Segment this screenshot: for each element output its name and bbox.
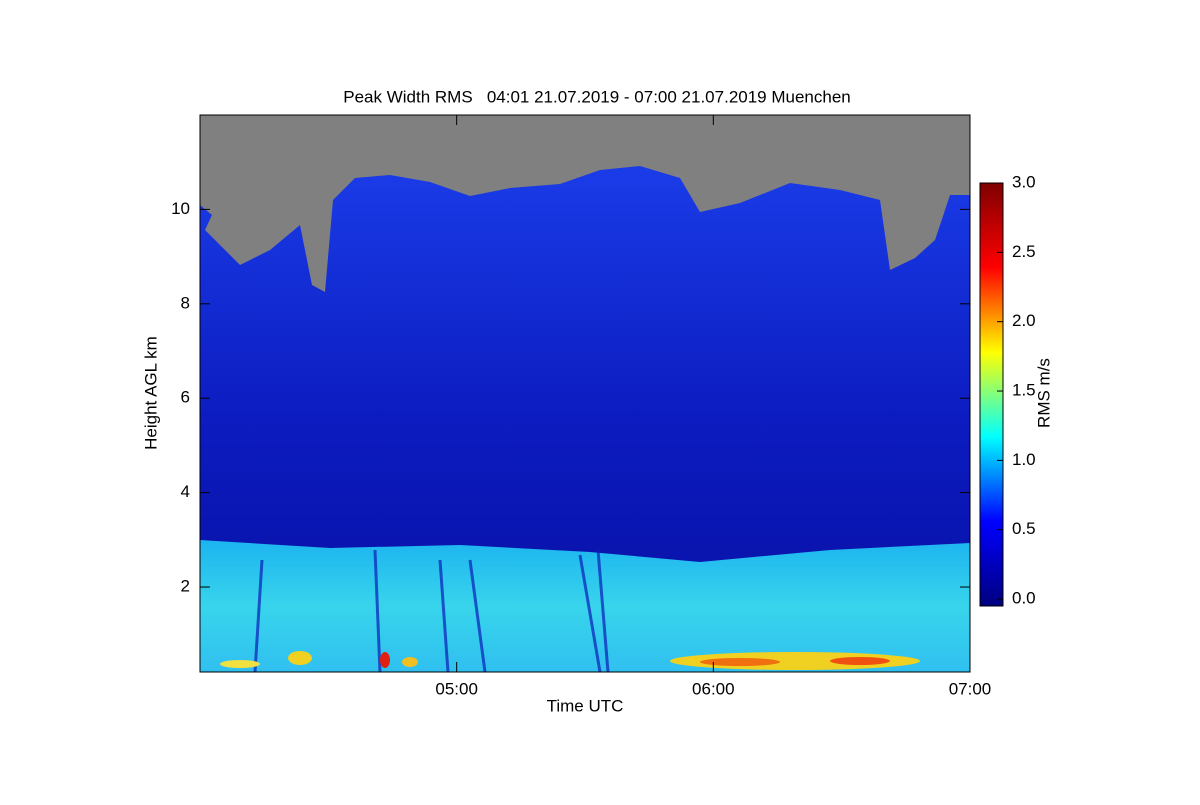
y-tick-label: 8 — [181, 293, 190, 312]
colorbar-tick-label: 1.0 — [1012, 450, 1036, 469]
x-tick-label: 07:00 — [949, 679, 992, 698]
colorbar-tick-label: 3.0 — [1012, 172, 1036, 191]
colorbar-tick-label: 2.0 — [1012, 311, 1036, 330]
y-tick-label: 6 — [181, 388, 190, 407]
boundary-layer — [200, 540, 970, 672]
y-tick-label: 2 — [181, 577, 190, 596]
colorbar — [979, 182, 1004, 607]
colorbar-tick-label: 0.0 — [1012, 589, 1036, 608]
plot-frame — [199, 114, 971, 673]
x-tick-label: 05:00 — [435, 679, 478, 698]
streaks — [253, 549, 610, 672]
hot-spots — [220, 651, 920, 670]
y-tick-label: 10 — [171, 199, 190, 218]
colorbar-tick-label: 2.5 — [1012, 242, 1036, 261]
chart-title: Peak Width RMS 04:01 21.07.2019 - 07:00 … — [343, 87, 851, 106]
signal-region — [200, 166, 970, 672]
colorbar-tick-label: 0.5 — [1012, 519, 1036, 538]
heatmap-field — [200, 115, 970, 672]
colorbar-tick-label: 1.5 — [1012, 381, 1036, 400]
y-tick-label: 4 — [181, 482, 190, 501]
x-tick-label: 06:00 — [692, 679, 735, 698]
x-axis-label: Time UTC — [547, 696, 624, 715]
colorbar-label: RMS m/s — [1034, 358, 1053, 428]
y-axis-label: Height AGL km — [141, 336, 160, 450]
